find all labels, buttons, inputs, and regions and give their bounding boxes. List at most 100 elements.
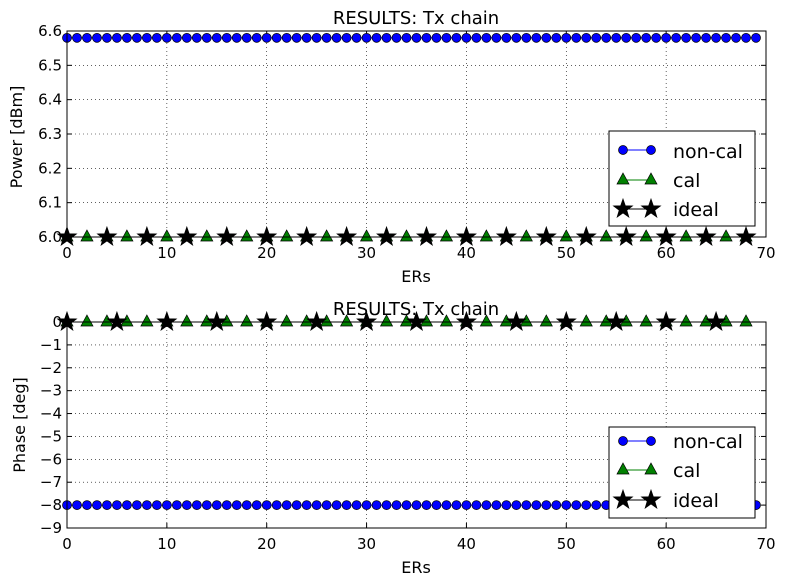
data-point-ideal xyxy=(415,225,438,246)
data-point-non-cal xyxy=(491,33,502,43)
data-point-non-cal xyxy=(401,500,412,510)
data-point-cal xyxy=(200,229,214,242)
data-point-cal xyxy=(479,229,493,242)
data-point-ideal xyxy=(106,310,128,331)
legend-entry-non-cal: non-cal xyxy=(618,431,743,453)
data-point-non-cal xyxy=(301,500,312,510)
legend-marker xyxy=(640,488,662,509)
phase-plot-legend: non-cal cal ideal xyxy=(608,426,756,519)
data-point-non-cal xyxy=(651,33,662,43)
data-point-non-cal xyxy=(451,500,462,510)
data-point-cal xyxy=(579,314,593,327)
legend-label-ideal: ideal xyxy=(673,490,719,512)
data-point-cal xyxy=(639,229,653,242)
data-point-non-cal xyxy=(681,33,691,43)
power-plot-title: RESULTS: Tx chain xyxy=(333,8,499,29)
data-point-non-cal xyxy=(72,33,82,43)
data-point-cal xyxy=(160,229,174,242)
data-point-non-cal xyxy=(102,33,112,43)
data-point-non-cal xyxy=(152,33,162,43)
data-point-non-cal xyxy=(251,33,262,43)
data-point-non-cal xyxy=(171,33,182,43)
data-point-non-cal xyxy=(541,500,552,510)
data-point-ideal xyxy=(405,310,428,331)
legend-marker xyxy=(618,145,628,155)
legend-marker xyxy=(612,197,634,218)
data-point-non-cal xyxy=(92,500,102,510)
data-point-cal xyxy=(519,229,533,242)
data-point-non-cal xyxy=(591,500,602,510)
data-point-non-cal xyxy=(591,33,602,43)
data-point-non-cal xyxy=(201,500,212,510)
data-point-non-cal xyxy=(641,33,652,43)
x-tick-label: 40 xyxy=(457,244,476,262)
data-point-cal xyxy=(240,229,254,242)
x-tick-label: 20 xyxy=(257,244,276,262)
data-point-non-cal xyxy=(541,33,552,43)
data-point-non-cal xyxy=(421,500,432,510)
phase-plot-ylabel: Phase [deg] xyxy=(10,377,29,473)
legend-entry-non-cal: non-cal xyxy=(618,141,743,163)
data-point-ideal xyxy=(376,225,398,246)
legend-marker xyxy=(640,197,662,218)
data-point-non-cal xyxy=(711,33,721,43)
data-point-non-cal xyxy=(142,33,152,43)
legend-marker xyxy=(646,145,656,155)
data-point-non-cal xyxy=(301,33,312,43)
legend-label-cal: cal xyxy=(673,170,700,192)
data-point-non-cal xyxy=(581,500,592,510)
data-point-cal xyxy=(180,314,194,327)
y-tick-label: −7 xyxy=(40,473,62,491)
data-point-non-cal xyxy=(601,33,612,43)
data-point-cal xyxy=(719,229,733,242)
x-tick-label: 20 xyxy=(257,535,276,553)
data-point-non-cal xyxy=(561,500,572,510)
data-point-ideal xyxy=(575,225,597,246)
power-plot-frame xyxy=(66,30,767,238)
data-point-ideal xyxy=(216,225,238,246)
data-point-non-cal xyxy=(521,500,532,510)
data-point-non-cal xyxy=(401,33,412,43)
data-point-non-cal xyxy=(741,33,751,43)
data-point-non-cal xyxy=(171,500,182,510)
y-tick-label: −6 xyxy=(40,450,62,468)
data-point-non-cal xyxy=(431,500,442,510)
data-point-cal xyxy=(359,229,374,242)
data-point-non-cal xyxy=(451,33,462,43)
x-tick-label: 0 xyxy=(62,244,72,262)
data-point-non-cal xyxy=(621,33,632,43)
y-tick-label: 6.0 xyxy=(38,228,62,246)
data-point-cal xyxy=(399,229,414,242)
y-tick-label: −1 xyxy=(40,336,62,354)
data-point-cal xyxy=(320,229,334,242)
data-point-ideal xyxy=(705,310,727,331)
data-point-non-cal xyxy=(521,33,532,43)
data-point-non-cal xyxy=(661,33,671,43)
legend-label-cal: cal xyxy=(673,460,700,482)
power-plot-ylabel: Power [dBm] xyxy=(7,86,26,189)
y-tick-label: 6.3 xyxy=(38,125,62,143)
data-point-ideal xyxy=(136,225,158,246)
y-tick-label: 6.5 xyxy=(38,56,62,74)
x-tick-label: 60 xyxy=(657,244,676,262)
x-tick-label: 70 xyxy=(756,535,775,553)
data-point-non-cal xyxy=(331,500,342,510)
data-point-non-cal xyxy=(122,500,132,510)
legend-marker xyxy=(618,436,628,446)
power-plot-ticks: 0 10 20 30 40 50 60 70 6.0 6.1 6.2 6.3 6.4 6.5 6.6 xyxy=(38,22,775,262)
data-point-non-cal xyxy=(581,33,592,43)
data-point-cal xyxy=(599,229,613,242)
legend-marker xyxy=(616,462,630,475)
data-point-cal xyxy=(539,314,553,327)
data-point-non-cal xyxy=(321,33,332,43)
data-point-cal xyxy=(280,229,294,242)
data-point-non-cal xyxy=(351,500,362,510)
legend-box xyxy=(608,426,756,519)
data-point-non-cal xyxy=(311,500,322,510)
y-tick-label: −3 xyxy=(40,382,62,400)
data-point-non-cal xyxy=(321,500,332,510)
data-point-non-cal xyxy=(511,33,522,43)
x-tick-label: 50 xyxy=(557,535,576,553)
phase-plot-title: RESULTS: Tx chain xyxy=(333,299,499,320)
phase-plot-frame xyxy=(66,321,767,529)
